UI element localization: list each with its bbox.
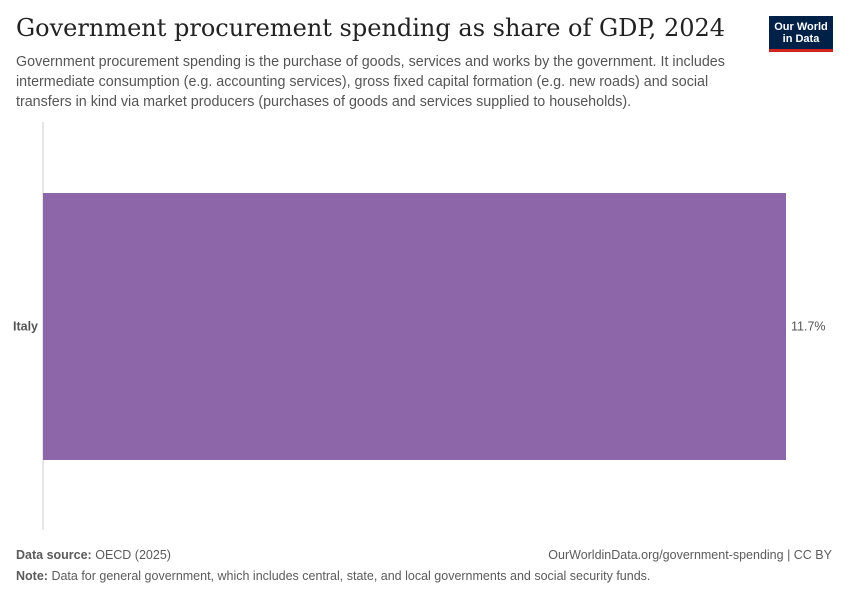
logo-line-1: Our World bbox=[774, 21, 828, 33]
bar-italy[interactable] bbox=[43, 193, 786, 460]
chart-subtitle: Government procurement spending is the p… bbox=[16, 54, 725, 110]
bars-layer: Italy 11.7% bbox=[13, 122, 826, 530]
chart-note: Note: Data for general government, which… bbox=[16, 569, 650, 583]
note-label: Note: bbox=[16, 569, 48, 583]
value-label: 11.7% bbox=[791, 320, 826, 334]
category-label: Italy bbox=[13, 320, 38, 334]
note-text: Data for general government, which inclu… bbox=[51, 569, 651, 583]
chart-url[interactable]: OurWorldinData.org/government-spending |… bbox=[548, 548, 832, 562]
logo-line-2: in Data bbox=[782, 33, 820, 45]
data-source: Data source: OECD (2025) bbox=[16, 548, 171, 562]
owid-logo[interactable]: Our World in Data bbox=[769, 16, 833, 52]
chart-title: Government procurement spending as share… bbox=[16, 14, 726, 42]
data-source-link[interactable]: OECD (2025) bbox=[95, 548, 171, 562]
data-source-label: Data source: bbox=[16, 548, 92, 562]
